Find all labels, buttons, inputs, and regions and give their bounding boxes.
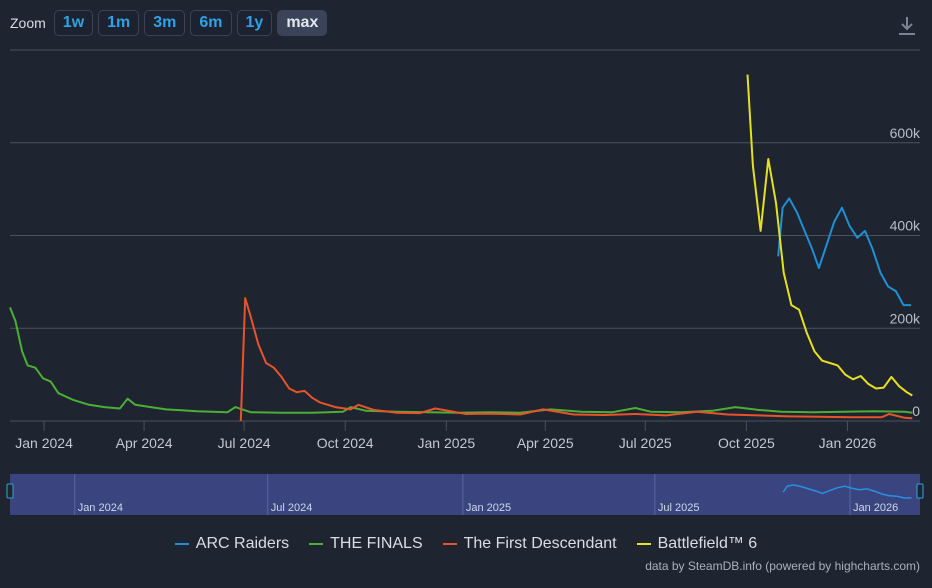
credits[interactable]: data by SteamDB.info (powered by highcha… [645,559,920,573]
zoom-1w-button[interactable]: 1w [53,10,94,36]
legend-label: ARC Raiders [195,535,290,552]
zoom-1m-button[interactable]: 1m [98,10,140,36]
x-tick-label: Oct 2025 [718,435,775,451]
series-line-the-finals [9,307,913,414]
zoom-max-button[interactable]: max [277,10,328,36]
navigator-label: Jan 2024 [78,502,123,514]
main-chart: 0 200k 400k 600k Jan 2024 Apr 2024 Jul 2024 Oct… [9,49,921,451]
navigator-left-handle [6,483,14,499]
zoom-toolbar: Zoom 1w 1m 3m 6m 1y max [10,9,332,37]
x-tick-label: Jul 2025 [619,435,672,451]
legend-swatch [636,543,651,545]
legend-item-arc-raiders[interactable]: ARC Raiders [174,535,290,553]
legend-label: THE FINALS [330,535,423,552]
y-tick-label: 0 [912,403,920,419]
legend-swatch [309,543,324,545]
y-tick-label: 200k [890,310,921,326]
x-tick-label: Jan 2024 [15,435,73,451]
series-line-arc-raiders [777,197,912,307]
legend-item-battlefield-6[interactable]: Battlefield™ 6 [636,535,758,553]
download-icon[interactable] [896,14,918,38]
navigator[interactable]: Jan 2024 Jul 2024 Jan 2025 Jul 2025 Jan 2026 [0,470,932,520]
legend: ARC Raiders THE FINALS The First Descend… [0,532,932,556]
navigator-series [782,484,912,499]
zoom-6m-button[interactable]: 6m [190,10,232,36]
y-tick-label: 400k [890,218,921,234]
x-tick-label: Apr 2025 [517,435,574,451]
x-tick-label: Apr 2024 [116,435,173,451]
zoom-3m-button[interactable]: 3m [144,10,186,36]
zoom-1y-button[interactable]: 1y [236,10,273,36]
legend-swatch [174,543,189,545]
y-tick-label: 600k [890,125,921,141]
x-tick-label: Oct 2024 [317,435,374,451]
navigator-label: Jan 2026 [853,502,898,514]
navigator-label: Jan 2025 [466,502,511,514]
x-tick-label: Jan 2025 [418,435,476,451]
series-line-battlefield-6 [746,74,913,397]
legend-swatch [442,543,457,545]
navigator-range [10,474,920,515]
zoom-label: Zoom [10,15,46,31]
legend-label: Battlefield™ 6 [657,535,758,552]
navigator-label: Jul 2024 [271,502,313,514]
x-tick-label: Jul 2024 [218,435,271,451]
navigator-label: Jul 2025 [658,502,700,514]
legend-item-the-first-descendant[interactable]: The First Descendant [442,535,617,553]
legend-item-the-finals[interactable]: THE FINALS [309,535,423,553]
x-tick-label: Jan 2026 [819,435,877,451]
legend-label: The First Descendant [463,535,617,552]
series-line-the-first-descendant [239,297,913,422]
navigator-right-handle [916,483,924,499]
